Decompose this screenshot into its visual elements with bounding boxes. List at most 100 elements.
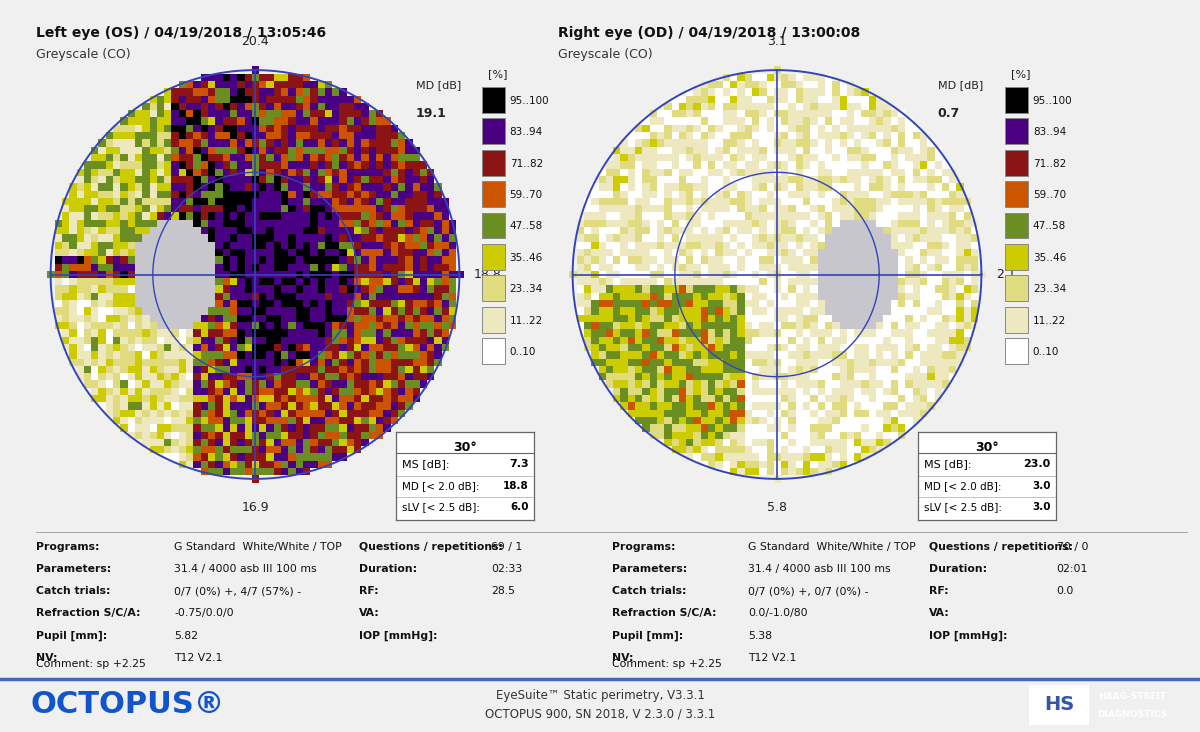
Text: Comment: sp +2.25: Comment: sp +2.25 bbox=[36, 659, 146, 669]
Text: Duration:: Duration: bbox=[359, 564, 416, 574]
Text: Questions / repetitions:: Questions / repetitions: bbox=[359, 542, 503, 552]
Text: Right eye (OD) / 04/19/2018 / 13:00:08: Right eye (OD) / 04/19/2018 / 13:00:08 bbox=[558, 26, 860, 40]
Text: Pupil [mm]:: Pupil [mm]: bbox=[36, 630, 107, 641]
Text: 3.0: 3.0 bbox=[1032, 482, 1050, 491]
Text: 0/7 (0%) +, 0/7 (0%) -: 0/7 (0%) +, 0/7 (0%) - bbox=[748, 586, 869, 597]
Text: NV:: NV: bbox=[612, 653, 634, 662]
Bar bbox=[1004, 150, 1028, 176]
Text: 71..82: 71..82 bbox=[1033, 159, 1066, 168]
Text: sLV [< 2.5 dB]:: sLV [< 2.5 dB]: bbox=[402, 502, 480, 512]
Text: 7.3: 7.3 bbox=[509, 460, 528, 469]
Text: 47..58: 47..58 bbox=[1033, 221, 1066, 231]
Bar bbox=[481, 307, 505, 332]
Text: 6.0: 6.0 bbox=[510, 502, 528, 512]
Text: 0.0: 0.0 bbox=[1057, 586, 1074, 597]
Text: 0..10: 0..10 bbox=[510, 347, 536, 357]
Text: OCTOPUS®: OCTOPUS® bbox=[30, 690, 224, 719]
Text: 18.8: 18.8 bbox=[503, 482, 528, 491]
Text: -0.75/0.0/0: -0.75/0.0/0 bbox=[174, 608, 234, 619]
Text: 0.7: 0.7 bbox=[937, 108, 960, 120]
Bar bbox=[1004, 275, 1028, 301]
Text: Greyscale (CO): Greyscale (CO) bbox=[36, 48, 131, 61]
Text: G Standard  White/White / TOP: G Standard White/White / TOP bbox=[174, 542, 342, 552]
Text: Programs:: Programs: bbox=[612, 542, 676, 552]
Text: IOP [mmHg]:: IOP [mmHg]: bbox=[359, 630, 437, 641]
Text: IOP [mmHg]:: IOP [mmHg]: bbox=[929, 630, 1007, 641]
Text: Catch trials:: Catch trials: bbox=[36, 586, 110, 597]
Text: 19.1: 19.1 bbox=[415, 108, 446, 120]
Text: 23..34: 23..34 bbox=[510, 284, 542, 294]
Text: 95..100: 95..100 bbox=[510, 96, 550, 106]
Bar bbox=[481, 338, 505, 364]
Text: 30°: 30° bbox=[454, 441, 476, 454]
Text: 59..70: 59..70 bbox=[1033, 190, 1066, 200]
Bar bbox=[1004, 119, 1028, 144]
Text: Questions / repetitions:: Questions / repetitions: bbox=[929, 542, 1073, 552]
Text: 35..46: 35..46 bbox=[510, 253, 542, 263]
Bar bbox=[481, 212, 505, 239]
Text: MD [< 2.0 dB]:: MD [< 2.0 dB]: bbox=[402, 482, 479, 491]
Text: 83..94: 83..94 bbox=[1033, 127, 1066, 137]
Text: 30°: 30° bbox=[976, 441, 998, 454]
Text: RF:: RF: bbox=[359, 586, 378, 597]
Text: 35..46: 35..46 bbox=[1033, 253, 1066, 263]
Text: 0.0/-1.0/80: 0.0/-1.0/80 bbox=[748, 608, 808, 619]
Text: 3.1: 3.1 bbox=[767, 35, 787, 48]
Text: HS: HS bbox=[1044, 695, 1074, 714]
Bar bbox=[481, 275, 505, 301]
Text: 31.4 / 4000 asb III 100 ms: 31.4 / 4000 asb III 100 ms bbox=[174, 564, 317, 574]
Text: T12 V2.1: T12 V2.1 bbox=[748, 653, 797, 662]
Text: 5.82: 5.82 bbox=[174, 630, 198, 640]
Text: Refraction S/C/A:: Refraction S/C/A: bbox=[36, 608, 140, 619]
Text: VA:: VA: bbox=[359, 608, 379, 619]
Text: Parameters:: Parameters: bbox=[612, 564, 688, 574]
Text: Duration:: Duration: bbox=[929, 564, 986, 574]
Bar bbox=[1004, 307, 1028, 332]
Bar bbox=[1004, 87, 1028, 113]
Text: [%]: [%] bbox=[1010, 69, 1031, 79]
Text: 2.1: 2.1 bbox=[996, 268, 1015, 281]
Text: 70 / 0: 70 / 0 bbox=[1057, 542, 1088, 552]
Text: Pupil [mm]:: Pupil [mm]: bbox=[612, 630, 683, 641]
Text: 16.9: 16.9 bbox=[241, 501, 269, 514]
Text: 0..10: 0..10 bbox=[1033, 347, 1060, 357]
Text: 5.8: 5.8 bbox=[767, 501, 787, 514]
Text: 02:33: 02:33 bbox=[491, 564, 522, 574]
Text: 28.5: 28.5 bbox=[491, 586, 515, 597]
Text: T12 V2.1: T12 V2.1 bbox=[174, 653, 223, 662]
Text: MD [dB]: MD [dB] bbox=[937, 80, 983, 90]
Text: sLV [< 2.5 dB]:: sLV [< 2.5 dB]: bbox=[924, 502, 1002, 512]
Text: 83..94: 83..94 bbox=[510, 127, 542, 137]
Bar bbox=[481, 182, 505, 207]
Text: EyeSuite™ Static perimetry, V3.3.1: EyeSuite™ Static perimetry, V3.3.1 bbox=[496, 690, 704, 702]
Bar bbox=[481, 244, 505, 269]
Text: 23..34: 23..34 bbox=[1033, 284, 1066, 294]
Bar bbox=[1004, 244, 1028, 269]
Text: 20.4: 20.4 bbox=[241, 35, 269, 48]
Text: OCTOPUS 900, SN 2018, V 2.3.0 / 3.3.1: OCTOPUS 900, SN 2018, V 2.3.0 / 3.3.1 bbox=[485, 707, 715, 720]
Bar bbox=[1004, 182, 1028, 207]
Text: 3.0: 3.0 bbox=[1032, 502, 1050, 512]
Text: G Standard  White/White / TOP: G Standard White/White / TOP bbox=[748, 542, 916, 552]
Text: 59..70: 59..70 bbox=[510, 190, 542, 200]
Text: 69 / 1: 69 / 1 bbox=[491, 542, 522, 552]
Bar bbox=[1004, 338, 1028, 364]
Bar bbox=[1004, 212, 1028, 239]
Text: Refraction S/C/A:: Refraction S/C/A: bbox=[612, 608, 716, 619]
Text: Left eye (OS) / 04/19/2018 / 13:05:46: Left eye (OS) / 04/19/2018 / 13:05:46 bbox=[36, 26, 326, 40]
Text: [%]: [%] bbox=[487, 69, 508, 79]
Text: 31.4 / 4000 asb III 100 ms: 31.4 / 4000 asb III 100 ms bbox=[748, 564, 890, 574]
Text: 23.0: 23.0 bbox=[1024, 460, 1050, 469]
Text: NV:: NV: bbox=[36, 653, 58, 662]
Bar bbox=[1030, 684, 1088, 725]
Text: 02:01: 02:01 bbox=[1057, 564, 1088, 574]
Text: VA:: VA: bbox=[929, 608, 949, 619]
Text: RF:: RF: bbox=[929, 586, 948, 597]
Text: Parameters:: Parameters: bbox=[36, 564, 112, 574]
Text: 5.38: 5.38 bbox=[748, 630, 772, 640]
Text: DIAGNOSTICS: DIAGNOSTICS bbox=[1097, 709, 1166, 719]
Bar bbox=[481, 119, 505, 144]
Text: 95..100: 95..100 bbox=[1033, 96, 1073, 106]
Text: Greyscale (CO): Greyscale (CO) bbox=[558, 48, 653, 61]
Bar bbox=[481, 150, 505, 176]
